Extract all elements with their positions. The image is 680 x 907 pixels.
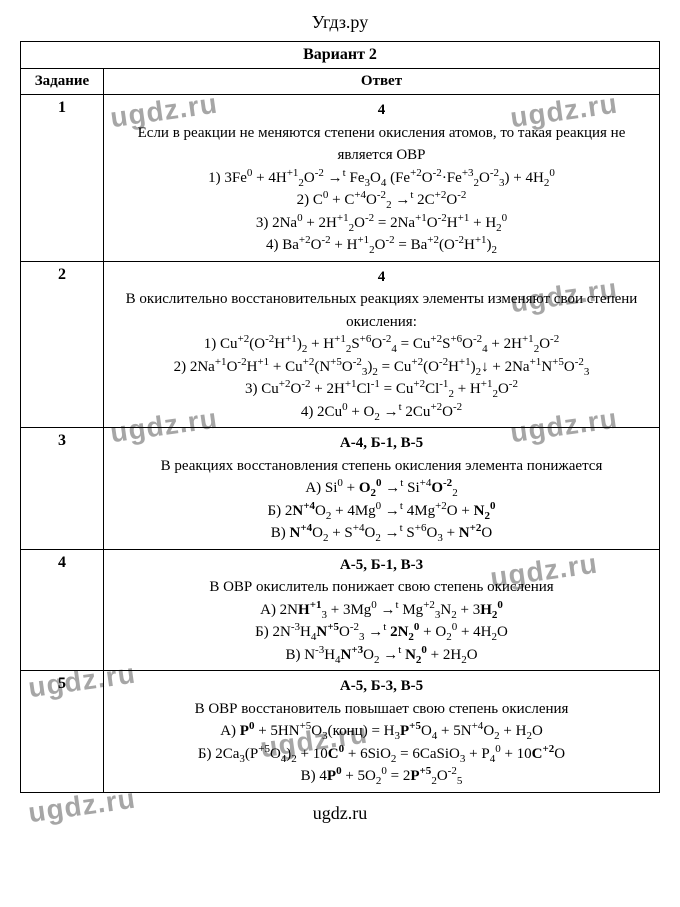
equation: 3) 2Na0 + 2H+12O-2 = 2Na+1O-2H+1 + H20 bbox=[110, 212, 653, 235]
answer-head: 4 bbox=[110, 266, 653, 289]
equation: 4) 2Cu0 + O2 →t 2Cu+2O-2 bbox=[110, 401, 653, 424]
answer-header: Ответ bbox=[104, 69, 660, 95]
answer-head: А-5, Б-3, В-5 bbox=[110, 675, 653, 698]
header-row: Задание Ответ bbox=[21, 69, 660, 95]
answer-head: 4 bbox=[110, 99, 653, 122]
answer-intro: В окислительно восстановительных реакция… bbox=[110, 288, 653, 333]
equation: Б) 2Ca3(P+5O4)2 + 10C0 + 6SiO2 = 6CaSiO3… bbox=[110, 743, 653, 766]
variant-label: Вариант 2 bbox=[21, 42, 660, 69]
equation: А) Si0 + O20 →t Si+4O-22 bbox=[110, 477, 653, 500]
variant-row: Вариант 2 bbox=[21, 42, 660, 69]
equation: Б) 2N+4O2 + 4Mg0 →t 4Mg+2O + N20 bbox=[110, 500, 653, 523]
task-header: Задание bbox=[21, 69, 104, 95]
task-num: 1 bbox=[21, 95, 104, 262]
equation: 1) 3Fe0 + 4H+12O-2 →t Fe3O4 (Fe+2O-2·Fe+… bbox=[110, 167, 653, 190]
answer-head: А-4, Б-1, В-5 bbox=[110, 432, 653, 455]
equation: В) N-3H4N+3O2 →t N20 + 2H2O bbox=[110, 644, 653, 667]
task-num: 4 bbox=[21, 549, 104, 671]
equation: 2) C0 + C+4O-22 →t 2C+2O-2 bbox=[110, 189, 653, 212]
equation: В) N+4O2 + S+4O2 →t S+6O3 + N+2O bbox=[110, 522, 653, 545]
equation: Б) 2N-3H4N+5O-23 →t 2N20 + O20 + 4H2O bbox=[110, 621, 653, 644]
table-row: 4 А-5, Б-1, В-3 В ОВР окислитель понижае… bbox=[21, 549, 660, 671]
site-footer: ugdz.ru bbox=[0, 793, 680, 834]
table-row: 1 4 Если в реакции не меняются степени о… bbox=[21, 95, 660, 262]
table-row: 2 4 В окислительно восстановительных реа… bbox=[21, 261, 660, 428]
task-num: 3 bbox=[21, 428, 104, 550]
answer-cell: А-5, Б-1, В-3 В ОВР окислитель понижает … bbox=[104, 549, 660, 671]
site-header: Угдз.ру bbox=[0, 0, 680, 41]
equation: 2) 2Na+1O-2H+1 + Cu+2(N+5O-23)2 = Cu+2(O… bbox=[110, 356, 653, 379]
task-num: 2 bbox=[21, 261, 104, 428]
answer-cell: А-4, Б-1, В-5 В реакциях восстановления … bbox=[104, 428, 660, 550]
equation: А) 2NH+13 + 3Mg0 →t Mg+23N2 + 3H20 bbox=[110, 599, 653, 622]
answer-head: А-5, Б-1, В-3 bbox=[110, 554, 653, 577]
answer-cell: 4 Если в реакции не меняются степени оки… bbox=[104, 95, 660, 262]
table-row: 3 А-4, Б-1, В-5 В реакциях восстановлени… bbox=[21, 428, 660, 550]
answer-intro: В ОВР окислитель понижает свою степень о… bbox=[110, 576, 653, 599]
answer-table: Вариант 2 Задание Ответ 1 4 Если в реакц… bbox=[20, 41, 660, 793]
equation: 4) Ba+2O-2 + H+12O-2 = Ba+2(O-2H+1)2 bbox=[110, 234, 653, 257]
equation: А) P0 + 5HN+5O3(конц) = H3P+5O4 + 5N+4O2… bbox=[110, 720, 653, 743]
answer-cell: 4 В окислительно восстановительных реакц… bbox=[104, 261, 660, 428]
equation: 1) Cu+2(O-2H+1)2 + H+12S+6O-24 = Cu+2S+6… bbox=[110, 333, 653, 356]
answer-intro: Если в реакции не меняются степени окисл… bbox=[110, 122, 653, 167]
equation: 3) Cu+2O-2 + 2H+1Cl-1 = Cu+2Cl-12 + H+12… bbox=[110, 378, 653, 401]
answer-cell: А-5, Б-3, В-5 В ОВР восстановитель повыш… bbox=[104, 671, 660, 793]
answer-intro: В ОВР восстановитель повышает свою степе… bbox=[110, 698, 653, 721]
table-row: 5 А-5, Б-3, В-5 В ОВР восстановитель пов… bbox=[21, 671, 660, 793]
task-num: 5 bbox=[21, 671, 104, 793]
answer-intro: В реакциях восстановления степень окисле… bbox=[110, 455, 653, 478]
equation: В) 4P0 + 5O20 = 2P+52O-25 bbox=[110, 765, 653, 788]
